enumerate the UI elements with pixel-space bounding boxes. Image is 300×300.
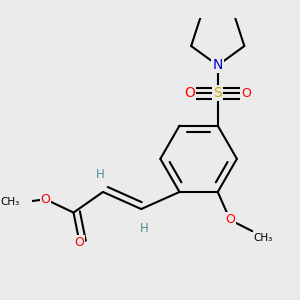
Text: CH₃: CH₃ — [254, 233, 273, 244]
Text: O: O — [74, 236, 84, 248]
Text: N: N — [213, 58, 223, 72]
Text: S: S — [213, 86, 222, 100]
Text: O: O — [40, 193, 50, 206]
Text: CH₃: CH₃ — [0, 197, 20, 207]
Text: O: O — [241, 87, 250, 100]
Text: H: H — [96, 168, 104, 181]
Text: O: O — [225, 213, 235, 226]
Text: H: H — [140, 222, 148, 235]
Text: O: O — [184, 86, 195, 100]
